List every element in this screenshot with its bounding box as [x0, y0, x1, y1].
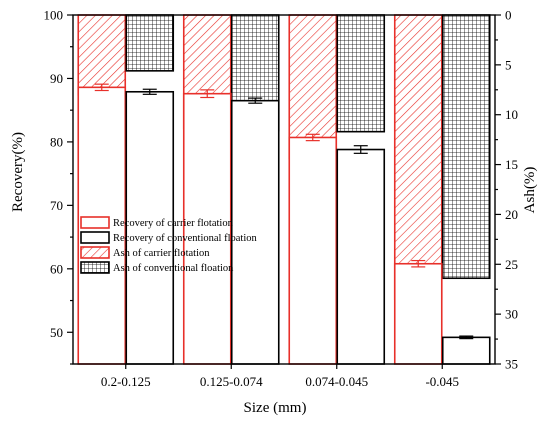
- left-y-tick-label: 50: [50, 325, 63, 340]
- right-y-tick-label: 35: [505, 357, 518, 372]
- legend-label: Recovery of conventional floation: [113, 233, 257, 244]
- x-tick-label: -0.045: [425, 374, 459, 389]
- legend-label: Recovery of carrier flotation: [113, 218, 234, 229]
- left-y-tick-label: 70: [50, 198, 63, 213]
- right-y-tick-label: 15: [505, 157, 518, 172]
- x-tick-label: 0.125-0.074: [200, 374, 263, 389]
- right-y-axis-title: Ash(%): [522, 167, 538, 214]
- x-axis-title: Size (mm): [244, 400, 307, 416]
- legend-swatch: [80, 231, 110, 244]
- left-y-tick-label: 80: [50, 134, 63, 149]
- x-tick-label: 0.2-0.125: [101, 374, 151, 389]
- legend-label: Ash of carrier flotation: [113, 248, 210, 259]
- left-y-tick-label: 100: [44, 8, 64, 23]
- ash-bar: [393, 14, 443, 300]
- right-y-tick-label: 5: [505, 57, 512, 72]
- legend-swatch: [80, 261, 110, 274]
- left-y-tick-label: 90: [50, 71, 63, 86]
- left-y-axis-title: Recovery(%): [10, 132, 26, 212]
- recovery-bar: [336, 148, 386, 365]
- right-y-tick-label: 25: [505, 257, 518, 272]
- left-y-tick-label: 60: [50, 261, 63, 276]
- recovery-bar: [441, 336, 491, 365]
- legend-swatch: [80, 246, 110, 259]
- ash-bar: [125, 14, 175, 72]
- axes-layer: 0.2-0.125 0.125-0.074 0.074-0.045 -0.045506…: [44, 8, 519, 390]
- bars-layer: [77, 14, 491, 365]
- legend-label: Ash of conventional floation: [113, 263, 234, 274]
- right-y-tick-label: 20: [505, 207, 518, 222]
- legend-swatch: [80, 216, 110, 229]
- recovery-bar: [230, 99, 280, 365]
- x-tick-label: 0.074-0.045: [305, 374, 368, 389]
- legend: Recovery of carrier flotation Recovery of…: [80, 216, 257, 274]
- recovery-bar: [393, 262, 443, 365]
- ash-bar: [336, 14, 386, 133]
- ash-bar: [441, 14, 491, 280]
- recovery-bar: [182, 92, 232, 365]
- recovery-bar: [288, 136, 338, 365]
- ash-bar: [77, 14, 127, 96]
- right-y-tick-label: 10: [505, 107, 518, 122]
- right-y-tick-label: 0: [505, 8, 512, 23]
- right-y-tick-label: 30: [505, 307, 518, 322]
